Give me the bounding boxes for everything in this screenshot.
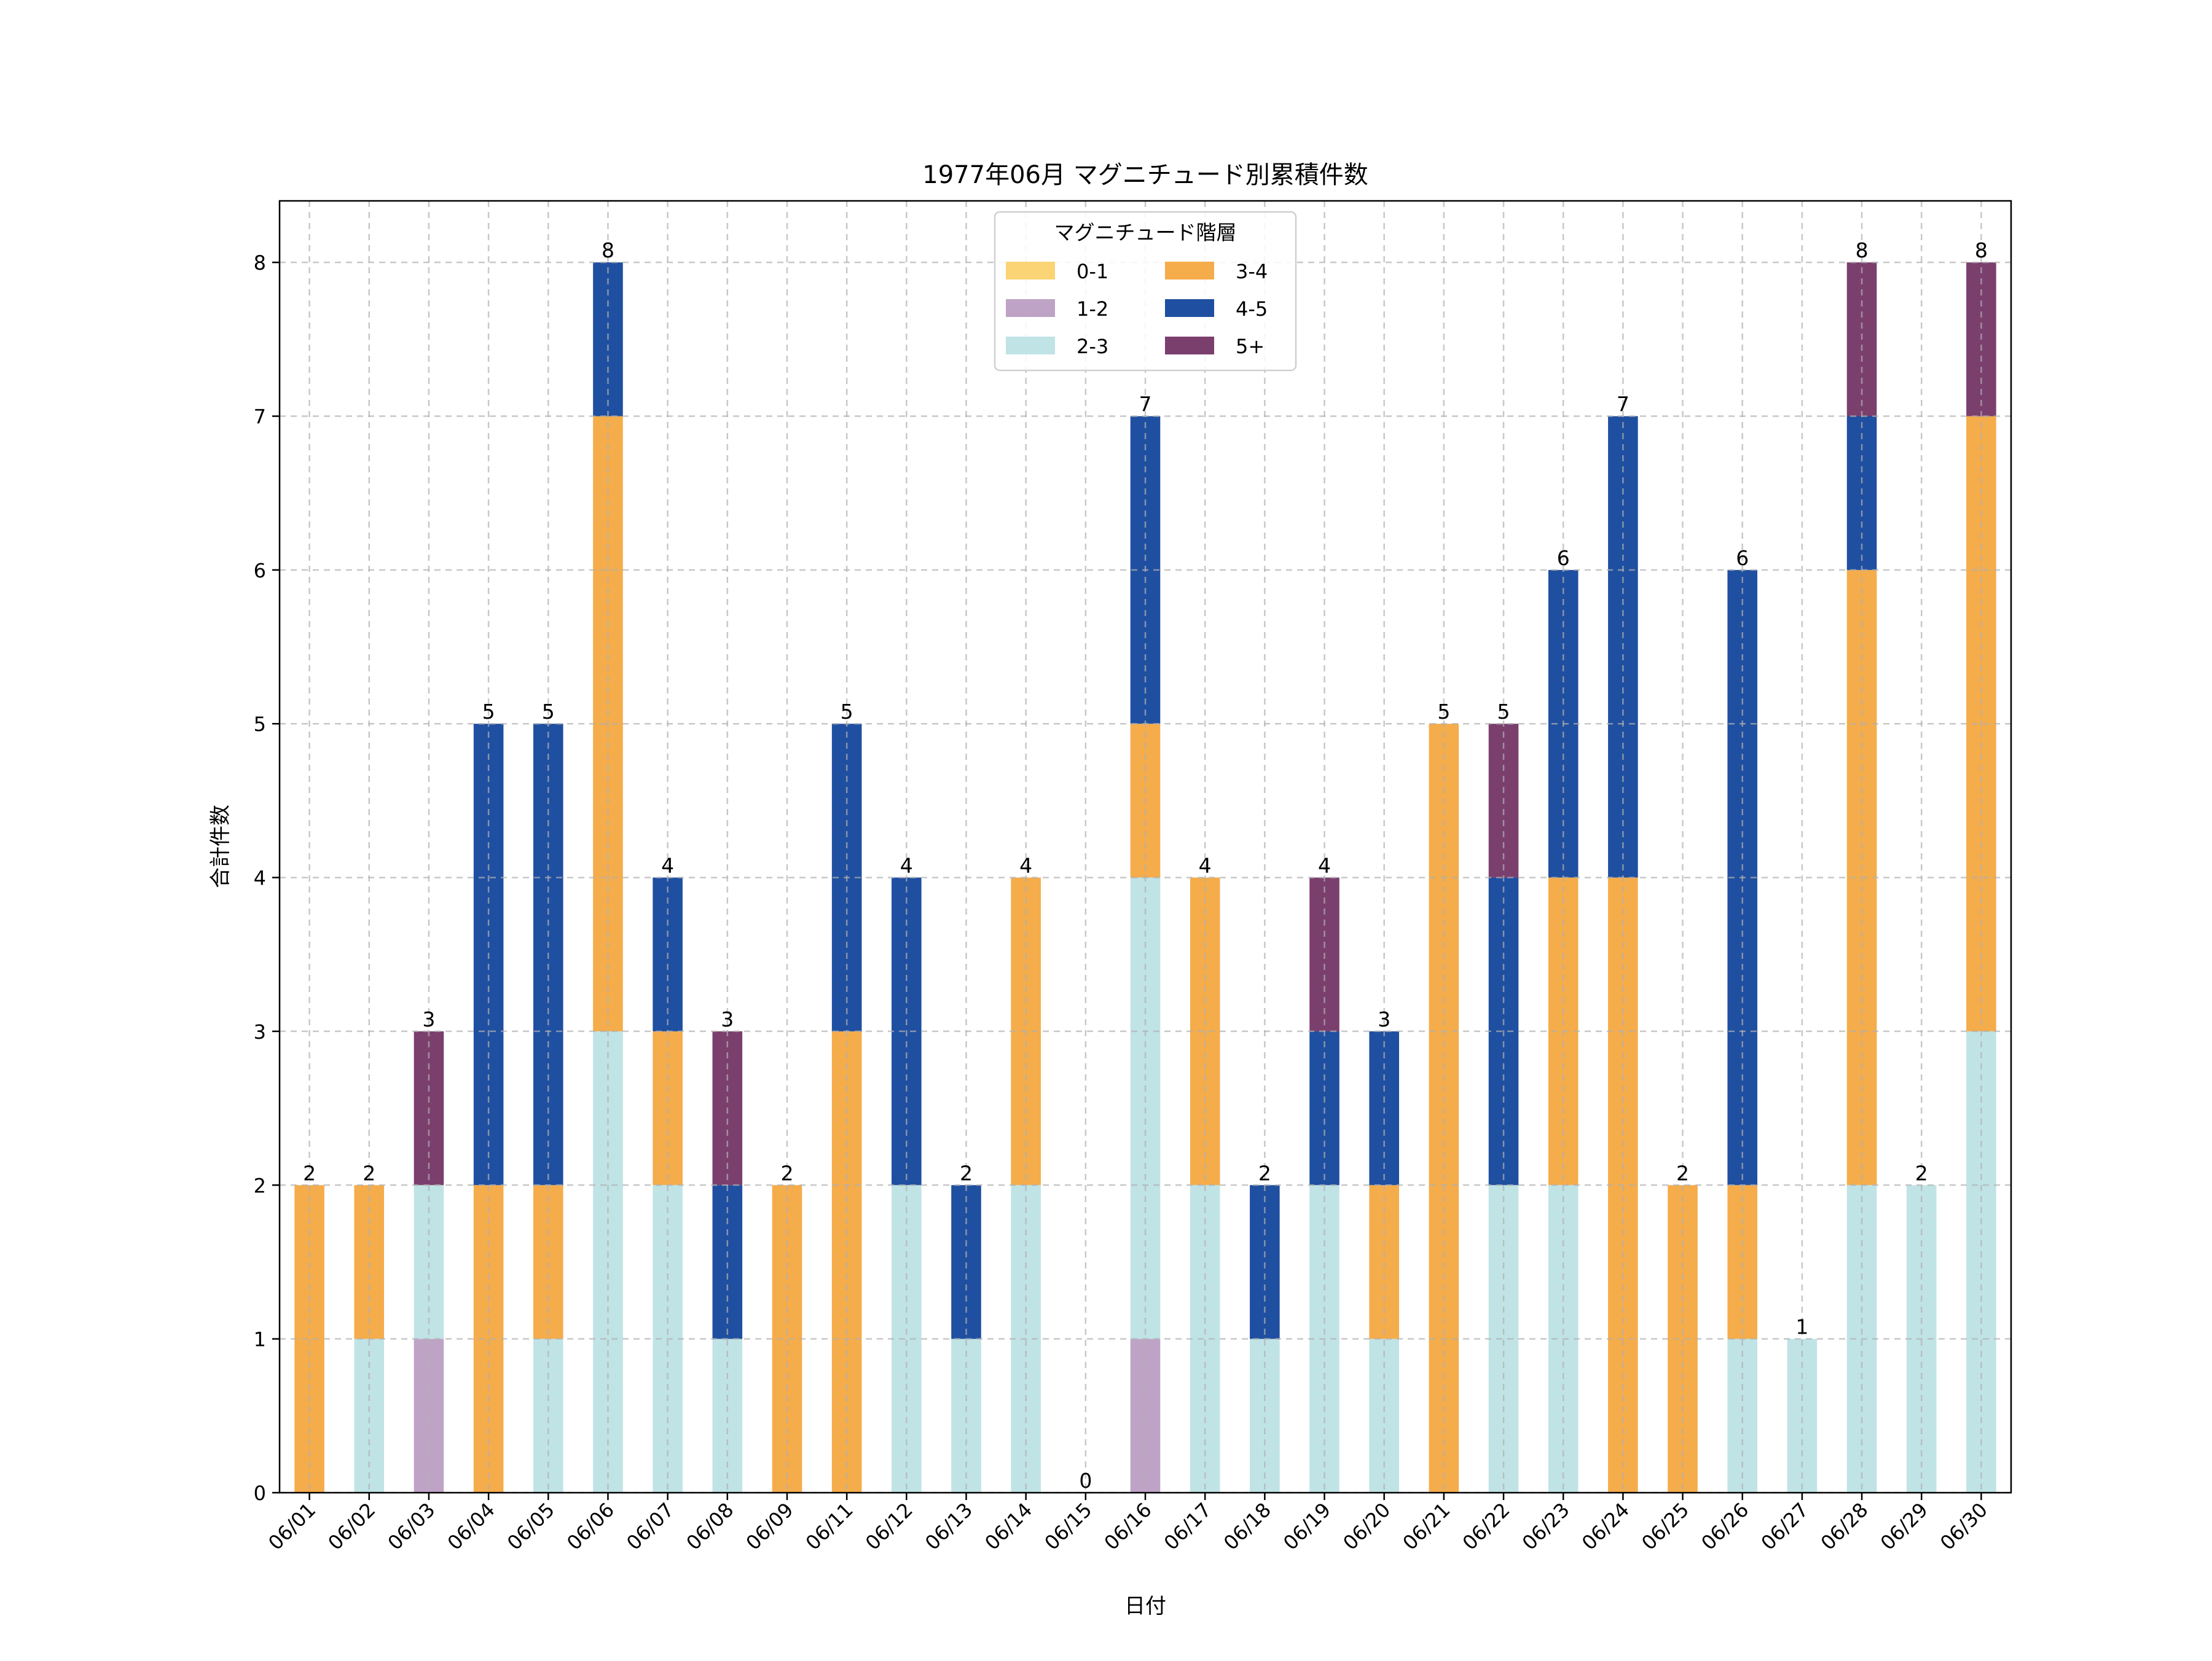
x-tick-label: 06/26 bbox=[1696, 1498, 1753, 1555]
total-label: 8 bbox=[1975, 238, 1988, 262]
y-tick-label: 7 bbox=[254, 405, 266, 429]
legend-label-1-2: 1-2 bbox=[1077, 297, 1108, 321]
total-label: 4 bbox=[900, 854, 913, 878]
x-tick-label: 06/20 bbox=[1338, 1498, 1395, 1555]
total-label: 3 bbox=[422, 1007, 435, 1031]
y-tick-label: 8 bbox=[254, 251, 266, 275]
x-tick-label: 06/21 bbox=[1398, 1498, 1454, 1555]
total-label: 4 bbox=[1318, 854, 1331, 878]
legend-swatch-3-4 bbox=[1165, 262, 1214, 279]
x-tick-label: 06/28 bbox=[1816, 1498, 1873, 1555]
y-axis-ticks: 0 1 2 3 4 5 6 7 8 bbox=[254, 251, 280, 1505]
x-tick-label: 06/19 bbox=[1279, 1498, 1335, 1555]
total-label: 2 bbox=[1258, 1161, 1271, 1185]
x-tick-label: 06/29 bbox=[1876, 1498, 1932, 1555]
chart-title: 1977年06月 マグニチュード別累積件数 bbox=[922, 161, 1368, 189]
total-label: 2 bbox=[1676, 1161, 1689, 1185]
total-label: 2 bbox=[960, 1161, 973, 1185]
legend-title: マグニチュード階層 bbox=[1054, 221, 1237, 244]
x-tick-label: 06/05 bbox=[503, 1498, 559, 1555]
total-label: 0 bbox=[1079, 1469, 1092, 1493]
legend-label-4-5: 4-5 bbox=[1236, 297, 1268, 321]
x-tick-label: 06/08 bbox=[681, 1498, 738, 1555]
total-label: 7 bbox=[1617, 393, 1630, 416]
legend-label-5+: 5+ bbox=[1236, 335, 1265, 358]
x-axis-ticks: 06/01 06/02 06/03 06/04 06/05 06/06 06/07 06/08… bbox=[264, 1493, 1992, 1555]
total-label: 5 bbox=[1437, 700, 1450, 724]
y-tick-label: 2 bbox=[254, 1174, 266, 1197]
total-label: 5 bbox=[1497, 700, 1510, 724]
legend-swatch-5+ bbox=[1165, 337, 1214, 354]
total-label: 4 bbox=[661, 854, 674, 878]
legend-label-0-1: 0-1 bbox=[1077, 260, 1108, 283]
x-tick-label: 06/14 bbox=[980, 1498, 1037, 1555]
total-label: 2 bbox=[303, 1161, 316, 1185]
x-tick-label: 06/24 bbox=[1577, 1498, 1634, 1555]
total-label: 7 bbox=[1139, 393, 1152, 416]
total-label: 5 bbox=[542, 700, 555, 724]
x-tick-label: 06/22 bbox=[1458, 1498, 1515, 1555]
legend-frame bbox=[994, 211, 1297, 372]
legend-swatch-1-2 bbox=[1006, 299, 1055, 317]
legend-swatch-0-1 bbox=[1006, 262, 1055, 279]
legend-swatch-4-5 bbox=[1165, 299, 1214, 317]
x-tick-label: 06/03 bbox=[383, 1498, 440, 1555]
y-tick-label: 4 bbox=[254, 867, 266, 890]
total-label: 2 bbox=[780, 1161, 793, 1185]
x-tick-label: 06/16 bbox=[1100, 1498, 1156, 1555]
total-labels: 2 2 3 5 5 8 4 3 2 5 4 2 4 0 7 4 2 4 3 5 5 6 7 2 6 1 8 2 8 bbox=[303, 238, 1988, 1493]
x-tick-label: 06/17 bbox=[1159, 1498, 1216, 1555]
x-tick-label: 06/04 bbox=[443, 1498, 500, 1555]
legend-swatch-2-3 bbox=[1006, 337, 1055, 354]
total-label: 8 bbox=[602, 238, 614, 262]
total-label: 2 bbox=[1915, 1161, 1928, 1185]
x-tick-label: 06/30 bbox=[1936, 1498, 1992, 1555]
total-label: 3 bbox=[1378, 1007, 1390, 1031]
total-label: 4 bbox=[1199, 854, 1212, 878]
x-tick-label: 06/15 bbox=[1040, 1498, 1096, 1555]
x-tick-label: 06/01 bbox=[264, 1498, 320, 1555]
x-tick-label: 06/25 bbox=[1637, 1498, 1693, 1555]
legend-label-3-4: 3-4 bbox=[1236, 260, 1268, 283]
y-tick-label: 1 bbox=[254, 1328, 266, 1351]
total-label: 8 bbox=[1856, 238, 1869, 262]
total-label: 3 bbox=[721, 1007, 734, 1031]
x-tick-label: 06/09 bbox=[742, 1498, 798, 1555]
x-tick-label: 06/11 bbox=[801, 1498, 858, 1555]
x-tick-label: 06/27 bbox=[1756, 1498, 1813, 1555]
y-tick-label: 0 bbox=[254, 1482, 266, 1505]
total-label: 5 bbox=[841, 700, 853, 724]
total-label: 5 bbox=[482, 700, 495, 724]
x-axis-label: 日付 bbox=[1124, 1594, 1166, 1619]
x-tick-label: 06/18 bbox=[1219, 1498, 1276, 1555]
x-tick-label: 06/12 bbox=[861, 1498, 917, 1555]
y-axis-label: 合計件数 bbox=[208, 805, 233, 888]
total-label: 6 bbox=[1557, 546, 1570, 570]
x-tick-label: 06/23 bbox=[1518, 1498, 1574, 1555]
x-tick-label: 06/02 bbox=[323, 1498, 380, 1555]
legend-label-2-3: 2-3 bbox=[1077, 335, 1108, 358]
total-label: 4 bbox=[1019, 854, 1032, 878]
total-label: 6 bbox=[1736, 546, 1749, 570]
y-tick-label: 6 bbox=[254, 559, 266, 582]
total-label: 1 bbox=[1795, 1315, 1808, 1339]
total-label: 2 bbox=[363, 1161, 375, 1185]
y-tick-label: 5 bbox=[254, 713, 266, 736]
legend: マグニチュード階層 0-1 1-2 2-3 3-4 4-5 5+ bbox=[994, 211, 1297, 372]
x-tick-label: 06/06 bbox=[562, 1498, 619, 1555]
x-tick-label: 06/07 bbox=[622, 1498, 678, 1555]
x-tick-label: 06/13 bbox=[920, 1498, 977, 1555]
y-tick-label: 3 bbox=[254, 1020, 266, 1044]
